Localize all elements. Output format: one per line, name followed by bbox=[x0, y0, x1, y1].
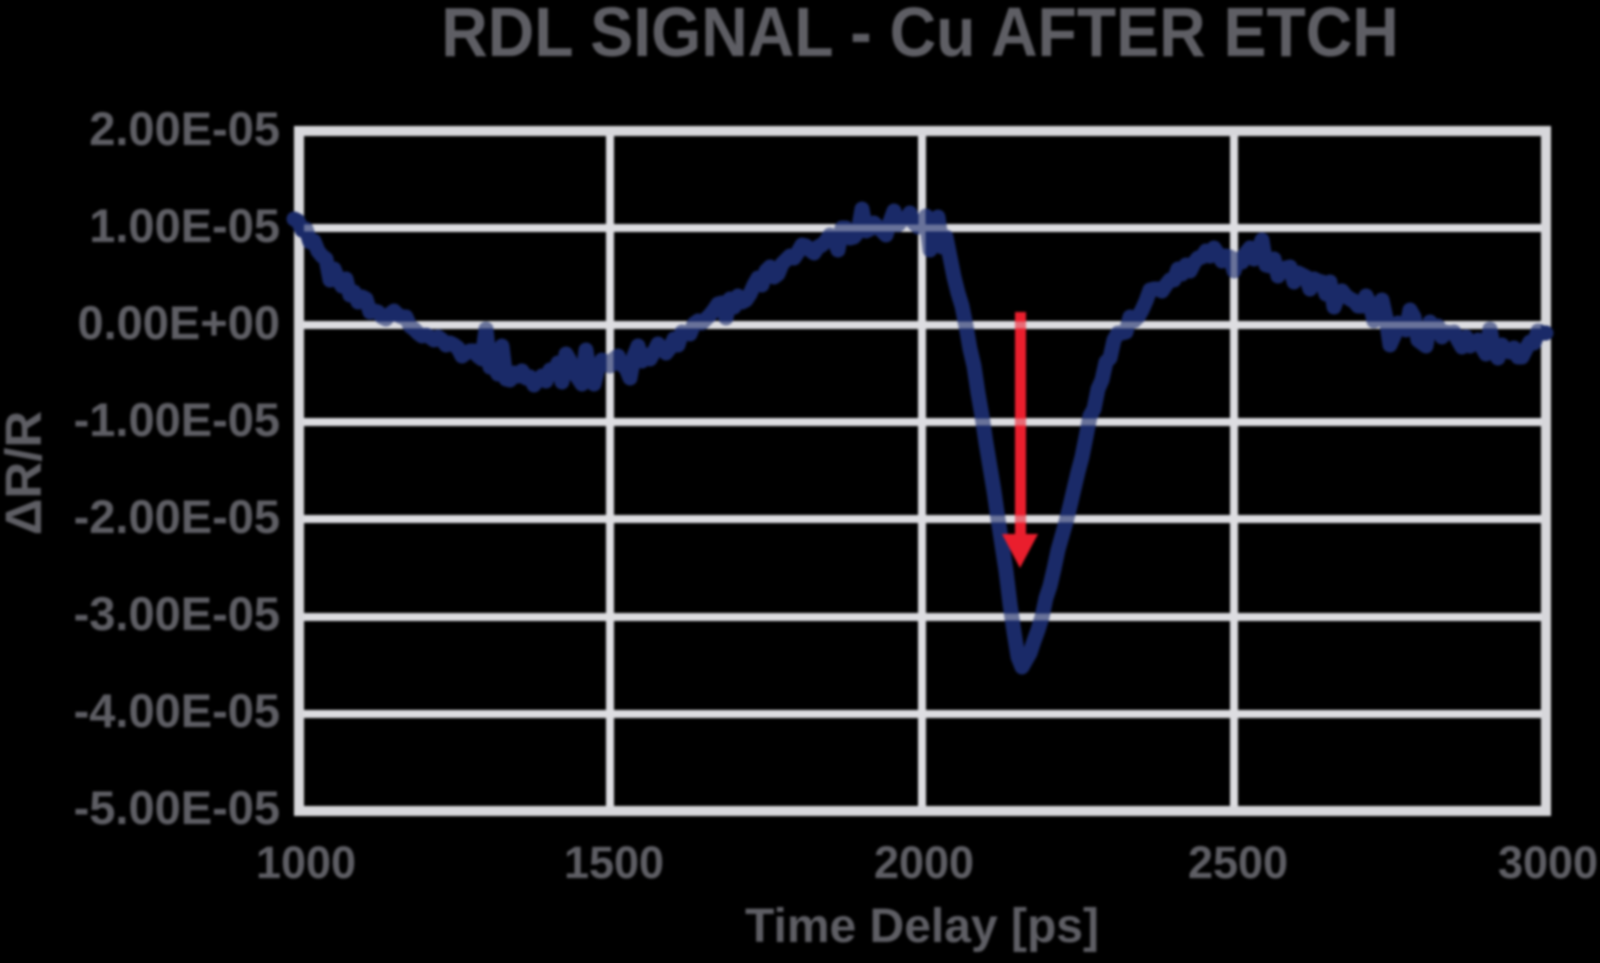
svg-text:Time Delay [ps]: Time Delay [ps] bbox=[745, 900, 1099, 953]
svg-text:RDL SIGNAL - Cu AFTER ETCH: RDL SIGNAL - Cu AFTER ETCH bbox=[441, 0, 1399, 72]
svg-text:-4.00E-05: -4.00E-05 bbox=[74, 684, 280, 737]
svg-text:-1.00E-05: -1.00E-05 bbox=[74, 393, 280, 446]
svg-text:2000: 2000 bbox=[874, 837, 974, 888]
svg-text:2500: 2500 bbox=[1188, 837, 1288, 888]
svg-text:-2.00E-05: -2.00E-05 bbox=[74, 490, 280, 543]
svg-text:1.00E-05: 1.00E-05 bbox=[89, 199, 280, 252]
svg-text:-3.00E-05: -3.00E-05 bbox=[74, 587, 280, 640]
svg-text:ΔR/R: ΔR/R bbox=[0, 411, 52, 536]
svg-text:0.00E+00: 0.00E+00 bbox=[77, 296, 280, 349]
svg-text:1500: 1500 bbox=[564, 837, 664, 888]
svg-text:3000: 3000 bbox=[1498, 837, 1598, 888]
svg-text:1000: 1000 bbox=[256, 837, 356, 888]
svg-text:-5.00E-05: -5.00E-05 bbox=[74, 781, 280, 834]
svg-text:2.00E-05: 2.00E-05 bbox=[89, 102, 280, 155]
